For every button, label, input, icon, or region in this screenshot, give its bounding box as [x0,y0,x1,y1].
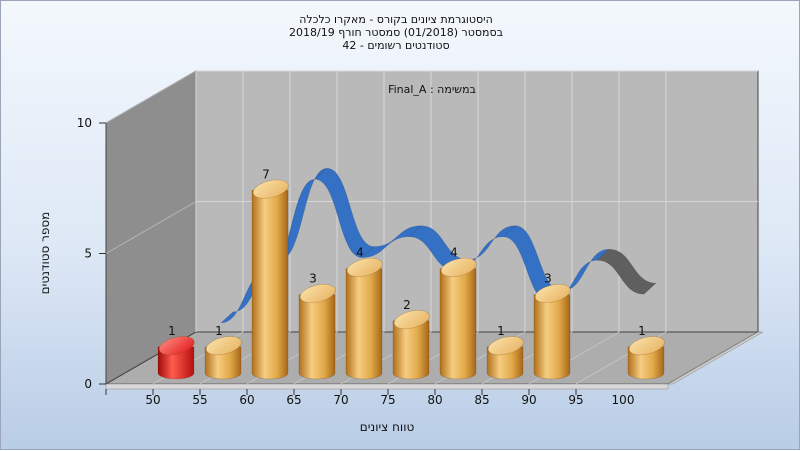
bar-value-label: 1 [215,324,223,338]
bar-top [299,283,336,304]
bar-body [251,190,289,380]
x-tick-label: 65 [286,393,301,407]
y-tick-label: 0 [84,377,92,391]
bar-value-label: 4 [450,246,458,260]
x-tick-label: 55 [192,393,207,407]
bar-body [486,346,524,380]
x-tick-label: 100 [612,393,635,407]
distribution-curve [220,167,657,324]
grid-h-side [105,70,197,124]
bar-value-label: 1 [168,324,176,338]
bar: 1 [157,324,195,380]
bar-body [392,320,430,380]
bar-top [393,310,430,330]
bar-top [346,257,383,277]
axes: 0 5 10 50 55 60 65 70 75 80 85 90 95 100 [77,116,635,407]
bar-value-label: 1 [638,324,646,338]
x-tick-label: 85 [474,393,489,407]
bar-body [627,346,665,380]
y-axis-label: מספר סטודנטים [38,212,52,295]
bar: 3 [533,272,571,380]
floor-right-edge [667,331,764,385]
bar-value-label: 1 [497,324,505,338]
bar-body [204,346,242,380]
bar-body [439,268,477,380]
y-tick-label: 10 [77,116,92,130]
grid-h-side [105,201,197,254]
bar-top [487,336,524,356]
x-tick-label: 75 [380,393,395,407]
bar-value-label: 3 [309,272,317,286]
bar: 2 [392,298,430,380]
bar-body [533,294,571,380]
x-tick-label: 70 [333,393,348,407]
floor-front-edge [105,383,669,390]
chart-title-line-2: בסמסטר (01/2018) סמסטר חורף 2018/19 [289,26,503,39]
x-tick-label: 80 [427,393,442,407]
curve-segment [596,248,657,295]
bar: 4 [345,246,383,380]
chart-title-line-1: היסטוגרמת ציונים בקורס - מאקרו כלכלה [299,13,493,26]
bar-top [628,336,665,356]
bar: 1 [204,324,242,380]
bar-body [345,268,383,380]
bar-value-label: 4 [356,246,364,260]
bar-value-label: 7 [262,167,270,181]
bar-top [205,336,242,356]
chart-title-line-3: סטודנטים רשומים - 42 [342,39,449,52]
bar-value-label: 2 [403,298,411,312]
bar-top [158,336,195,356]
bar-body [157,346,195,380]
y-tick-label: 5 [84,247,92,261]
x-tick-label: 95 [568,393,583,407]
x-tick-label: 90 [521,393,536,407]
bar-value-label: 3 [544,272,552,286]
bar: 1 [627,324,665,380]
x-axis-label: טווח ציונים [360,420,415,434]
bar-body [298,294,336,380]
bar-top [252,179,289,199]
bar-top [534,283,571,304]
bar: 1 [486,324,524,380]
x-tick-label: 60 [239,393,254,407]
x-tick-label: 50 [145,393,160,407]
bar: 7 [251,167,289,380]
bar-top [440,257,477,277]
bar: 3 [298,272,336,380]
bar: 4 [439,246,477,380]
task-label: במשימה : Final_A [388,83,476,96]
